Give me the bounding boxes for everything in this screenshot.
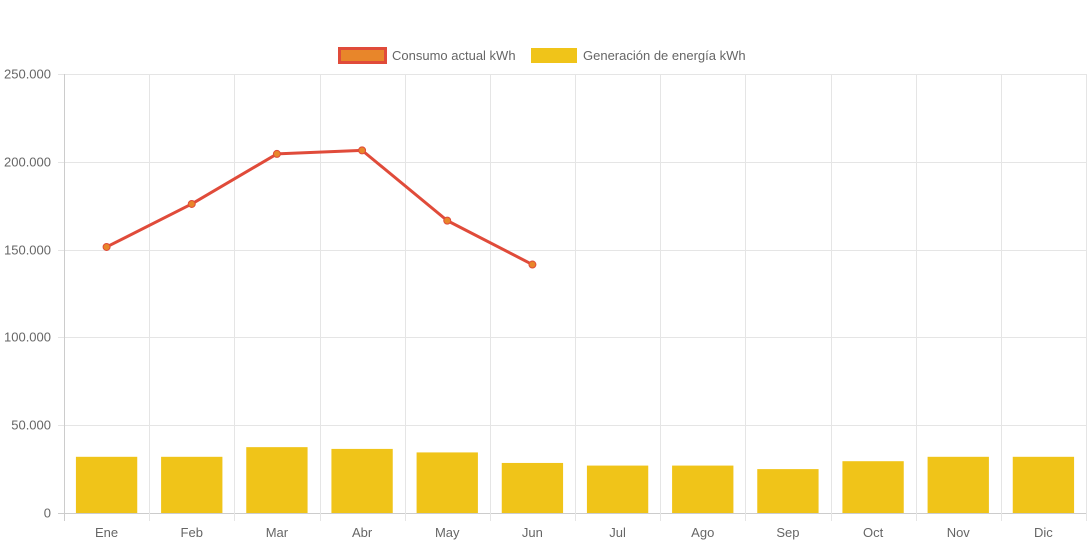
x-tick-label: Jul: [609, 525, 626, 540]
y-tick-label: 100.000: [4, 330, 51, 345]
grid-lines: [58, 74, 1087, 521]
line-series-consumo: [102, 146, 537, 269]
legend-item-generacion[interactable]: Generación de energía kWh: [531, 48, 746, 63]
x-tick-label: Feb: [181, 525, 203, 540]
x-tick-label: Oct: [863, 525, 884, 540]
bar-jun[interactable]: [501, 462, 564, 513]
x-tick-label: Dic: [1034, 525, 1053, 540]
x-tick-label: Mar: [266, 525, 289, 540]
bar-ene[interactable]: [75, 456, 138, 513]
x-tick-label: Nov: [947, 525, 971, 540]
legend-label-generacion: Generación de energía kWh: [583, 48, 746, 63]
y-tick-label: 200.000: [4, 155, 51, 170]
x-tick-label: Abr: [352, 525, 373, 540]
bar-feb[interactable]: [161, 456, 223, 513]
bar-sep[interactable]: [757, 469, 819, 513]
bar-dic[interactable]: [1012, 456, 1075, 513]
bar-nov[interactable]: [927, 456, 989, 513]
x-tick-label: May: [435, 525, 460, 540]
x-tick-label: Ago: [691, 525, 714, 540]
x-tick-label: Sep: [776, 525, 799, 540]
legend-swatch-consumo: [338, 47, 387, 64]
y-tick-label: 150.000: [4, 243, 51, 258]
point-consumo-abr[interactable]: [358, 146, 367, 155]
bar-oct[interactable]: [842, 461, 904, 513]
bar-mar[interactable]: [246, 447, 308, 513]
point-consumo-mar[interactable]: [272, 149, 281, 158]
bar-jul[interactable]: [586, 465, 649, 513]
point-consumo-feb[interactable]: [187, 199, 196, 208]
bar-may[interactable]: [416, 452, 478, 513]
legend-item-consumo[interactable]: Consumo actual kWh: [338, 47, 516, 64]
line-consumo: [105, 148, 534, 266]
point-consumo-jun[interactable]: [528, 260, 537, 269]
x-axis: Ene Feb Mar Abr May Jun Jul Ago Sep Oct Nov Dic: [95, 525, 1053, 540]
y-axis: 0 50.000 100.000 150.000 200.000 250.000: [4, 67, 51, 521]
point-consumo-may[interactable]: [443, 216, 452, 225]
point-consumo-ene[interactable]: [102, 242, 111, 251]
y-tick-label: 50.000: [11, 418, 51, 433]
legend: Consumo actual kWh Generación de energía…: [338, 47, 746, 64]
x-tick-label: Jun: [522, 525, 543, 540]
legend-swatch-generacion: [531, 48, 577, 63]
y-tick-label: 250.000: [4, 67, 51, 82]
bar-abr[interactable]: [331, 448, 393, 513]
legend-label-consumo: Consumo actual kWh: [392, 48, 516, 63]
bar-series-generacion: [75, 447, 1075, 513]
bar-ago[interactable]: [672, 465, 734, 513]
y-tick-label: 0: [44, 506, 51, 521]
x-tick-label: Ene: [95, 525, 118, 540]
